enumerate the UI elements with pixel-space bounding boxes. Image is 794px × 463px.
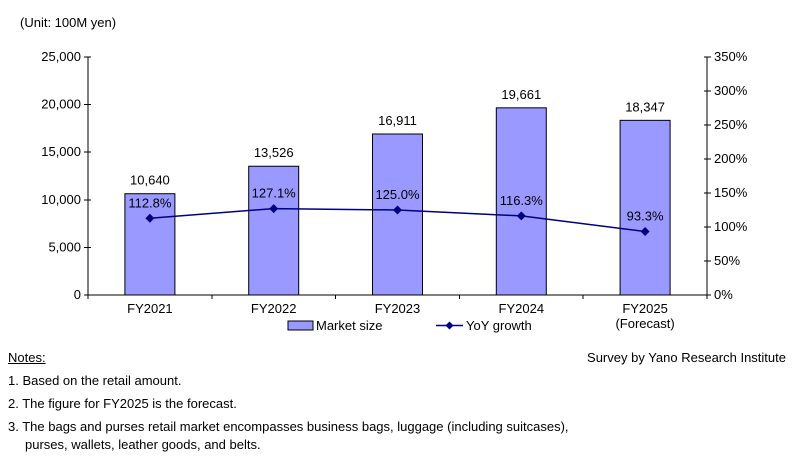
left-axis-tick-label: 15,000	[41, 144, 81, 159]
bar-value-label: 18,347	[625, 99, 665, 114]
legend-yoy-marker	[445, 321, 454, 330]
right-axis-tick-label: 100%	[714, 219, 748, 234]
notes-heading: Notes:	[8, 350, 46, 365]
yoy-value-label: 125.0%	[375, 187, 420, 202]
right-axis-tick-label: 200%	[714, 151, 748, 166]
right-axis-tick-label: 150%	[714, 185, 748, 200]
notes-header-row: Notes: Survey by Yano Research Institute	[8, 350, 786, 365]
bar-FY2025	[619, 119, 671, 296]
right-axis-tick-label: 350%	[714, 49, 748, 64]
note-line-1: 1. Based on the retail amount.	[8, 373, 182, 388]
x-axis-sublabel: (Forecast)	[615, 316, 674, 331]
bar-FY2023	[372, 133, 423, 296]
bar-value-label: 19,661	[501, 87, 541, 102]
x-axis-label-FY2023: FY2023	[375, 301, 421, 316]
right-axis-tick-label: 0%	[714, 287, 733, 302]
left-axis-tick-label: 20,000	[41, 97, 81, 112]
x-axis-label-FY2022: FY2022	[251, 301, 297, 316]
left-axis-tick-label: 25,000	[41, 49, 81, 64]
note-line-3-continued: purses, wallets, leather goods, and belt…	[25, 437, 261, 452]
bar-value-label: 16,911	[378, 113, 417, 128]
bar-FY2024	[495, 107, 547, 296]
yoy-value-label: 127.1%	[252, 186, 297, 201]
yoy-value-label: 116.3%	[500, 193, 544, 208]
x-axis-label-FY2025: FY2025	[622, 301, 668, 316]
right-axis-tick-label: 50%	[714, 253, 740, 268]
bar-value-label: 13,526	[254, 145, 294, 160]
unit-label: (Unit: 100M yen)	[20, 15, 117, 30]
x-axis-label-FY2021: FY2021	[127, 301, 173, 316]
note-line-3: 3. The bags and purses retail market enc…	[8, 419, 569, 434]
yoy-point-FY2023	[393, 205, 402, 215]
legend-market-size-label: Market size	[316, 318, 382, 333]
legend-market-size-swatch	[287, 320, 314, 331]
yoy-point-FY2021	[145, 213, 155, 223]
left-axis-tick-label: 5,000	[48, 239, 81, 254]
survey-credit: Survey by Yano Research Institute	[587, 350, 786, 365]
bar-FY2022	[248, 165, 300, 296]
yoy-point-FY2022	[269, 204, 279, 214]
right-axis-tick-label: 300%	[714, 83, 748, 98]
left-axis-tick-label: 10,000	[41, 192, 81, 207]
left-axis-tick-label: 0	[74, 287, 81, 302]
note-line-2: 2. The figure for FY2025 is the forecast…	[8, 396, 237, 411]
yoy-value-label: 112.8%	[128, 195, 172, 210]
yoy-value-label: 93.3%	[627, 209, 664, 224]
legend-yoy-growth-label: YoY growth	[466, 318, 532, 333]
bar-value-label: 10,640	[130, 173, 170, 188]
yoy-point-FY2025	[640, 227, 650, 237]
bar-FY2021	[124, 193, 176, 296]
x-axis-label-FY2024: FY2024	[499, 301, 545, 316]
notes-section: Notes: Survey by Yano Research Institute…	[8, 350, 786, 452]
right-axis-tick-label: 250%	[714, 117, 748, 132]
market-size-yoy-chart: 0 5,000 10,000 15,000 20,000 25,000 0% 50% 100% 1…	[41, 49, 748, 333]
yoy-point-FY2024	[516, 211, 526, 221]
